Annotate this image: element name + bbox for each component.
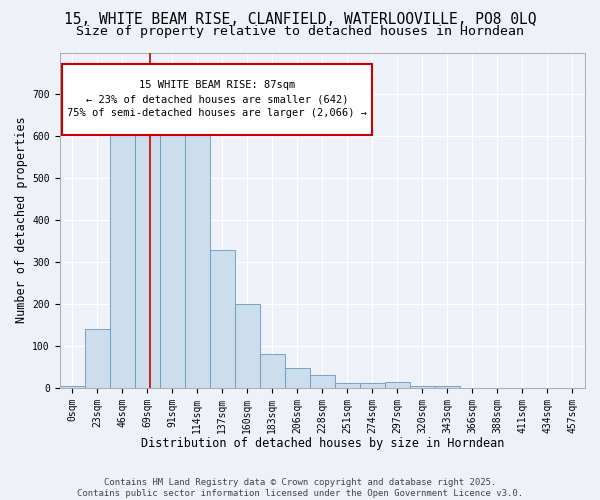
Bar bbox=[134, 118, 160, 388]
Bar bbox=[360, 383, 385, 388]
Y-axis label: Number of detached properties: Number of detached properties bbox=[15, 117, 28, 324]
Bar bbox=[110, 120, 134, 388]
Bar bbox=[410, 386, 435, 388]
Bar bbox=[285, 368, 310, 388]
Bar bbox=[59, 386, 85, 388]
Bar bbox=[160, 124, 185, 388]
Bar bbox=[335, 383, 360, 388]
Bar bbox=[310, 376, 335, 388]
Text: 15, WHITE BEAM RISE, CLANFIELD, WATERLOOVILLE, PO8 0LQ: 15, WHITE BEAM RISE, CLANFIELD, WATERLOO… bbox=[64, 12, 536, 28]
Bar bbox=[185, 132, 209, 388]
Bar bbox=[209, 250, 235, 388]
Text: 15 WHITE BEAM RISE: 87sqm
← 23% of detached houses are smaller (642)
75% of semi: 15 WHITE BEAM RISE: 87sqm ← 23% of detac… bbox=[67, 80, 367, 118]
FancyBboxPatch shape bbox=[62, 64, 372, 134]
Bar bbox=[260, 354, 285, 388]
Bar bbox=[435, 386, 460, 388]
Bar bbox=[235, 304, 260, 388]
Bar bbox=[385, 382, 410, 388]
X-axis label: Distribution of detached houses by size in Horndean: Distribution of detached houses by size … bbox=[140, 437, 504, 450]
Text: Contains HM Land Registry data © Crown copyright and database right 2025.
Contai: Contains HM Land Registry data © Crown c… bbox=[77, 478, 523, 498]
Text: Size of property relative to detached houses in Horndean: Size of property relative to detached ho… bbox=[76, 25, 524, 38]
Bar bbox=[85, 329, 110, 388]
